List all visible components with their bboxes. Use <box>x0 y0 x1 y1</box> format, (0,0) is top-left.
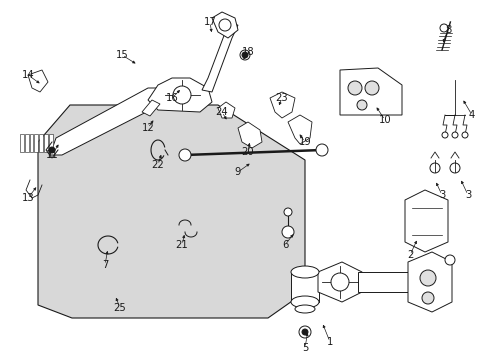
Circle shape <box>364 81 378 95</box>
Circle shape <box>441 132 447 138</box>
Text: 23: 23 <box>275 93 288 103</box>
Text: 13: 13 <box>21 193 34 203</box>
Polygon shape <box>44 134 48 152</box>
Text: 12: 12 <box>142 123 154 133</box>
Text: 3: 3 <box>464 190 470 200</box>
Polygon shape <box>148 78 212 112</box>
Circle shape <box>298 326 310 338</box>
Circle shape <box>330 273 348 291</box>
Circle shape <box>49 147 55 153</box>
Text: 16: 16 <box>165 93 178 103</box>
Text: 17: 17 <box>203 17 216 27</box>
Polygon shape <box>20 134 24 152</box>
Circle shape <box>421 292 433 304</box>
Polygon shape <box>317 262 361 302</box>
Text: 2: 2 <box>406 250 412 260</box>
Polygon shape <box>339 68 401 115</box>
Text: 1: 1 <box>326 337 332 347</box>
Circle shape <box>173 86 191 104</box>
Text: 18: 18 <box>241 47 254 57</box>
Circle shape <box>302 329 307 335</box>
Text: 8: 8 <box>444 25 450 35</box>
Ellipse shape <box>294 305 314 313</box>
Circle shape <box>419 270 435 286</box>
Text: 15: 15 <box>115 50 128 60</box>
Text: 5: 5 <box>301 343 307 353</box>
Polygon shape <box>38 105 305 318</box>
Polygon shape <box>30 134 33 152</box>
Text: 24: 24 <box>215 107 228 117</box>
Polygon shape <box>39 134 43 152</box>
Circle shape <box>219 19 230 31</box>
Text: 22: 22 <box>151 160 164 170</box>
Text: 25: 25 <box>113 303 126 313</box>
Text: 14: 14 <box>21 70 34 80</box>
Polygon shape <box>407 252 451 312</box>
Text: 7: 7 <box>102 260 108 270</box>
Text: 4: 4 <box>468 110 474 120</box>
Ellipse shape <box>290 296 318 308</box>
Polygon shape <box>218 102 235 118</box>
Polygon shape <box>49 134 53 152</box>
Polygon shape <box>34 134 38 152</box>
Circle shape <box>461 132 467 138</box>
Circle shape <box>282 226 293 238</box>
Text: 10: 10 <box>378 115 390 125</box>
Circle shape <box>284 208 291 216</box>
Text: 6: 6 <box>281 240 287 250</box>
Circle shape <box>444 255 454 265</box>
Polygon shape <box>287 115 311 144</box>
Text: 3: 3 <box>438 190 444 200</box>
Text: 19: 19 <box>298 137 311 147</box>
Polygon shape <box>404 190 447 252</box>
Polygon shape <box>50 88 168 155</box>
Ellipse shape <box>290 266 318 278</box>
Circle shape <box>451 132 457 138</box>
Text: 11: 11 <box>45 150 58 160</box>
Polygon shape <box>212 12 238 38</box>
Circle shape <box>242 52 247 58</box>
Text: 21: 21 <box>175 240 188 250</box>
Text: 20: 20 <box>241 147 254 157</box>
Polygon shape <box>25 134 28 152</box>
Circle shape <box>449 163 459 173</box>
Polygon shape <box>238 122 262 148</box>
Polygon shape <box>28 70 48 92</box>
Circle shape <box>347 81 361 95</box>
Polygon shape <box>142 100 160 116</box>
Circle shape <box>356 100 366 110</box>
Circle shape <box>240 50 249 60</box>
Circle shape <box>439 24 447 32</box>
Polygon shape <box>202 25 238 92</box>
Circle shape <box>429 163 439 173</box>
Bar <box>357 272 409 292</box>
Bar <box>290 272 318 302</box>
Polygon shape <box>269 92 294 118</box>
Circle shape <box>179 149 191 161</box>
Circle shape <box>315 144 327 156</box>
Text: 9: 9 <box>234 167 241 177</box>
